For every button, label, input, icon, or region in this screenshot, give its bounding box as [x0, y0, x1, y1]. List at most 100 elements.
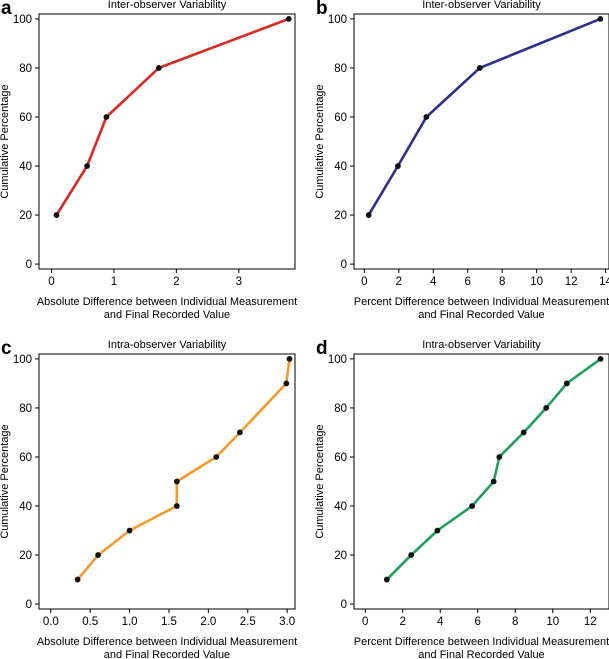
- x-tick-label: 10: [530, 276, 543, 288]
- x-axis-label: and Final Recorded Value: [418, 649, 544, 659]
- x-axis-label: Percent Difference between Individual Me…: [354, 296, 609, 308]
- data-point: [423, 114, 430, 120]
- y-tick-label: 40: [334, 161, 347, 173]
- x-tick-label: 8: [512, 616, 518, 628]
- data-point: [103, 114, 110, 120]
- x-tick-label: 0.0: [43, 616, 59, 628]
- panel-d: d Intra-observer Variability 0 20 40 60 80 100 0…: [314, 338, 609, 659]
- data-point: [383, 576, 390, 583]
- x-axis-label: Absolute Difference between Individual M…: [37, 296, 297, 308]
- data-point: [434, 527, 441, 534]
- data-point: [395, 163, 401, 169]
- x-tick-label: 4: [430, 276, 437, 288]
- data-point: [408, 552, 415, 558]
- y-tick-label: 20: [19, 550, 32, 562]
- y-tick-label: 40: [334, 501, 347, 513]
- y-tick-label: 100: [13, 354, 32, 366]
- y-tick-label: 60: [19, 452, 32, 464]
- panel-title: Intra-observer Variability: [108, 339, 227, 351]
- y-tick-label: 100: [328, 354, 347, 366]
- x-axis-label: Percent Difference between Individual Me…: [354, 636, 609, 648]
- data-point: [476, 65, 483, 71]
- panel-letter: d: [316, 338, 328, 359]
- data-point: [597, 356, 604, 362]
- x-tick-label: 0: [361, 276, 367, 288]
- panel-a: a Inter-observer Variability 0 20 40 60 80 100 0…: [0, 0, 297, 321]
- panel-title: Inter-observer Variability: [108, 0, 227, 11]
- x-tick-label: 2: [173, 276, 179, 288]
- x-tick-label: 1: [111, 276, 117, 288]
- x-tick-label: 10: [546, 616, 559, 628]
- x-axis-label: and Final Recorded Value: [104, 309, 230, 321]
- series-line: [55, 17, 291, 217]
- data-point: [95, 552, 101, 558]
- data-point: [84, 163, 90, 169]
- data-point: [520, 429, 527, 436]
- x-tick-label: 2: [400, 616, 406, 628]
- x-tick-label: 1.0: [122, 616, 138, 628]
- data-point: [53, 212, 60, 218]
- data-point: [283, 380, 290, 387]
- y-tick-label: 80: [19, 63, 32, 75]
- data-point: [496, 454, 503, 460]
- y-axis-label: Cumulative Percentage: [314, 424, 326, 538]
- y-tick-label: 60: [334, 452, 347, 464]
- data-point: [285, 16, 292, 22]
- data-point: [563, 380, 570, 387]
- y-tick-label: 100: [13, 14, 32, 26]
- y-tick-label: 40: [19, 161, 32, 173]
- x-tick-label: 1.5: [161, 616, 177, 628]
- y-axis-label: Cumulative Percentage: [0, 424, 11, 538]
- data-point: [213, 454, 220, 460]
- y-tick-label: 20: [19, 210, 32, 222]
- y-tick-label: 80: [334, 403, 347, 415]
- x-axis-label: and Final Recorded Value: [104, 649, 230, 659]
- data-point: [286, 356, 293, 362]
- data-point: [597, 16, 604, 22]
- data-point: [490, 478, 497, 485]
- x-axis-label: Absolute Difference between Individual M…: [37, 636, 297, 648]
- x-axis-label: and Final Recorded Value: [418, 309, 544, 321]
- y-tick-label: 40: [19, 501, 32, 513]
- y-axis-label: Cumulative Percentage: [0, 84, 11, 198]
- x-tick-label: 0: [48, 276, 54, 288]
- data-point: [469, 503, 476, 509]
- y-tick-label: 20: [334, 550, 347, 562]
- y-tick-label: 60: [334, 112, 347, 124]
- panel-letter: a: [1, 0, 12, 19]
- panel-letter: c: [1, 338, 12, 359]
- panel-c: c Intra-observer Variability 0 20 40 60 80 100 0…: [0, 338, 297, 659]
- y-tick-label: 80: [19, 403, 32, 415]
- y-axis-label: Cumulative Percentage: [314, 84, 326, 198]
- data-point: [155, 65, 162, 71]
- panel-b: b Inter-observer Variability 0 20 40 60 80 100 0…: [314, 0, 609, 321]
- x-tick-label: 4: [437, 616, 444, 628]
- x-tick-label: 12: [584, 616, 597, 628]
- data-point: [543, 405, 550, 411]
- plot-frame: [353, 353, 609, 610]
- data-point: [173, 503, 180, 509]
- series-line: [76, 357, 291, 581]
- x-tick-label: 6: [465, 276, 471, 288]
- x-tick-label: 0: [362, 616, 368, 628]
- x-tick-label: 2: [396, 276, 402, 288]
- y-tick-label: 0: [26, 259, 32, 271]
- panel-title: Intra-observer Variability: [422, 339, 541, 351]
- x-tick-label: 2.5: [240, 616, 256, 628]
- plot-frame: [38, 13, 296, 270]
- panel-letter: b: [316, 0, 328, 19]
- y-tick-label: 60: [19, 112, 32, 124]
- y-tick-label: 20: [334, 210, 347, 222]
- x-tick-label: 3: [236, 276, 242, 288]
- x-tick-label: 12: [565, 276, 578, 288]
- y-tick-label: 80: [334, 63, 347, 75]
- y-tick-label: 0: [341, 599, 347, 611]
- data-point: [365, 212, 372, 218]
- series-line: [367, 17, 602, 217]
- x-tick-label: 14: [599, 276, 609, 288]
- panel-title: Inter-observer Variability: [422, 0, 541, 11]
- data-point: [236, 429, 243, 436]
- plot-frame: [353, 13, 609, 270]
- x-tick-label: 2.0: [200, 616, 216, 628]
